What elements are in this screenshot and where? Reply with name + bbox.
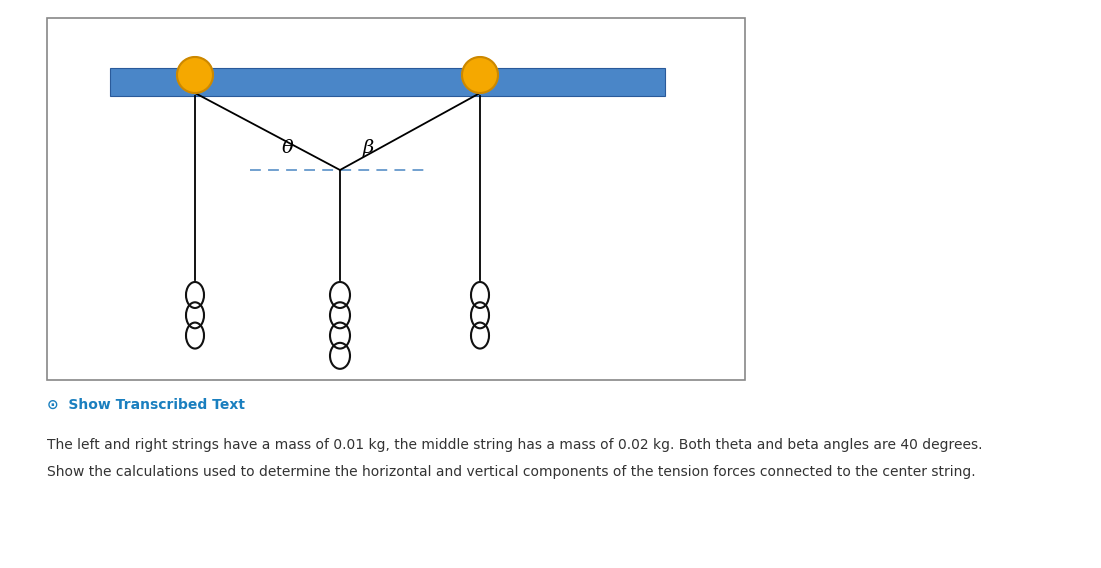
Circle shape — [177, 57, 212, 93]
Text: β: β — [362, 139, 373, 157]
Text: θ: θ — [282, 139, 294, 157]
FancyBboxPatch shape — [47, 18, 745, 380]
Text: The left and right strings have a mass of 0.01 kg, the middle string has a mass : The left and right strings have a mass o… — [47, 438, 982, 452]
Circle shape — [462, 57, 498, 93]
FancyBboxPatch shape — [110, 68, 665, 96]
Text: Show the calculations used to determine the horizontal and vertical components o: Show the calculations used to determine … — [47, 465, 975, 479]
Text: ⊙  Show Transcribed Text: ⊙ Show Transcribed Text — [47, 398, 246, 412]
